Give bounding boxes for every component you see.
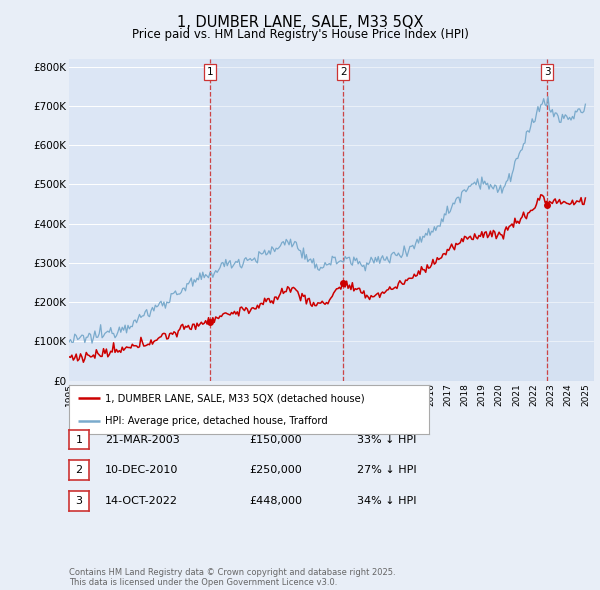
Text: 14-OCT-2022: 14-OCT-2022 xyxy=(105,496,178,506)
Text: 3: 3 xyxy=(76,496,82,506)
Text: 1, DUMBER LANE, SALE, M33 5QX: 1, DUMBER LANE, SALE, M33 5QX xyxy=(177,15,423,30)
Bar xyxy=(547,59,594,381)
Text: 34% ↓ HPI: 34% ↓ HPI xyxy=(357,496,416,506)
Text: HPI: Average price, detached house, Trafford: HPI: Average price, detached house, Traf… xyxy=(105,415,328,425)
Text: Contains HM Land Registry data © Crown copyright and database right 2025.
This d: Contains HM Land Registry data © Crown c… xyxy=(69,568,395,587)
Text: 1, DUMBER LANE, SALE, M33 5QX (detached house): 1, DUMBER LANE, SALE, M33 5QX (detached … xyxy=(105,394,365,404)
Text: £150,000: £150,000 xyxy=(249,435,302,444)
Text: 2: 2 xyxy=(340,67,347,77)
Text: £250,000: £250,000 xyxy=(249,466,302,475)
Text: 10-DEC-2010: 10-DEC-2010 xyxy=(105,466,178,475)
Bar xyxy=(211,59,343,381)
Text: 1: 1 xyxy=(76,435,82,444)
Text: Price paid vs. HM Land Registry's House Price Index (HPI): Price paid vs. HM Land Registry's House … xyxy=(131,28,469,41)
Bar xyxy=(343,59,547,381)
Text: 1: 1 xyxy=(207,67,214,77)
Text: 21-MAR-2003: 21-MAR-2003 xyxy=(105,435,180,444)
Text: 33% ↓ HPI: 33% ↓ HPI xyxy=(357,435,416,444)
Text: 27% ↓ HPI: 27% ↓ HPI xyxy=(357,466,416,475)
Text: £448,000: £448,000 xyxy=(249,496,302,506)
Text: 2: 2 xyxy=(76,466,82,475)
Text: 3: 3 xyxy=(544,67,551,77)
